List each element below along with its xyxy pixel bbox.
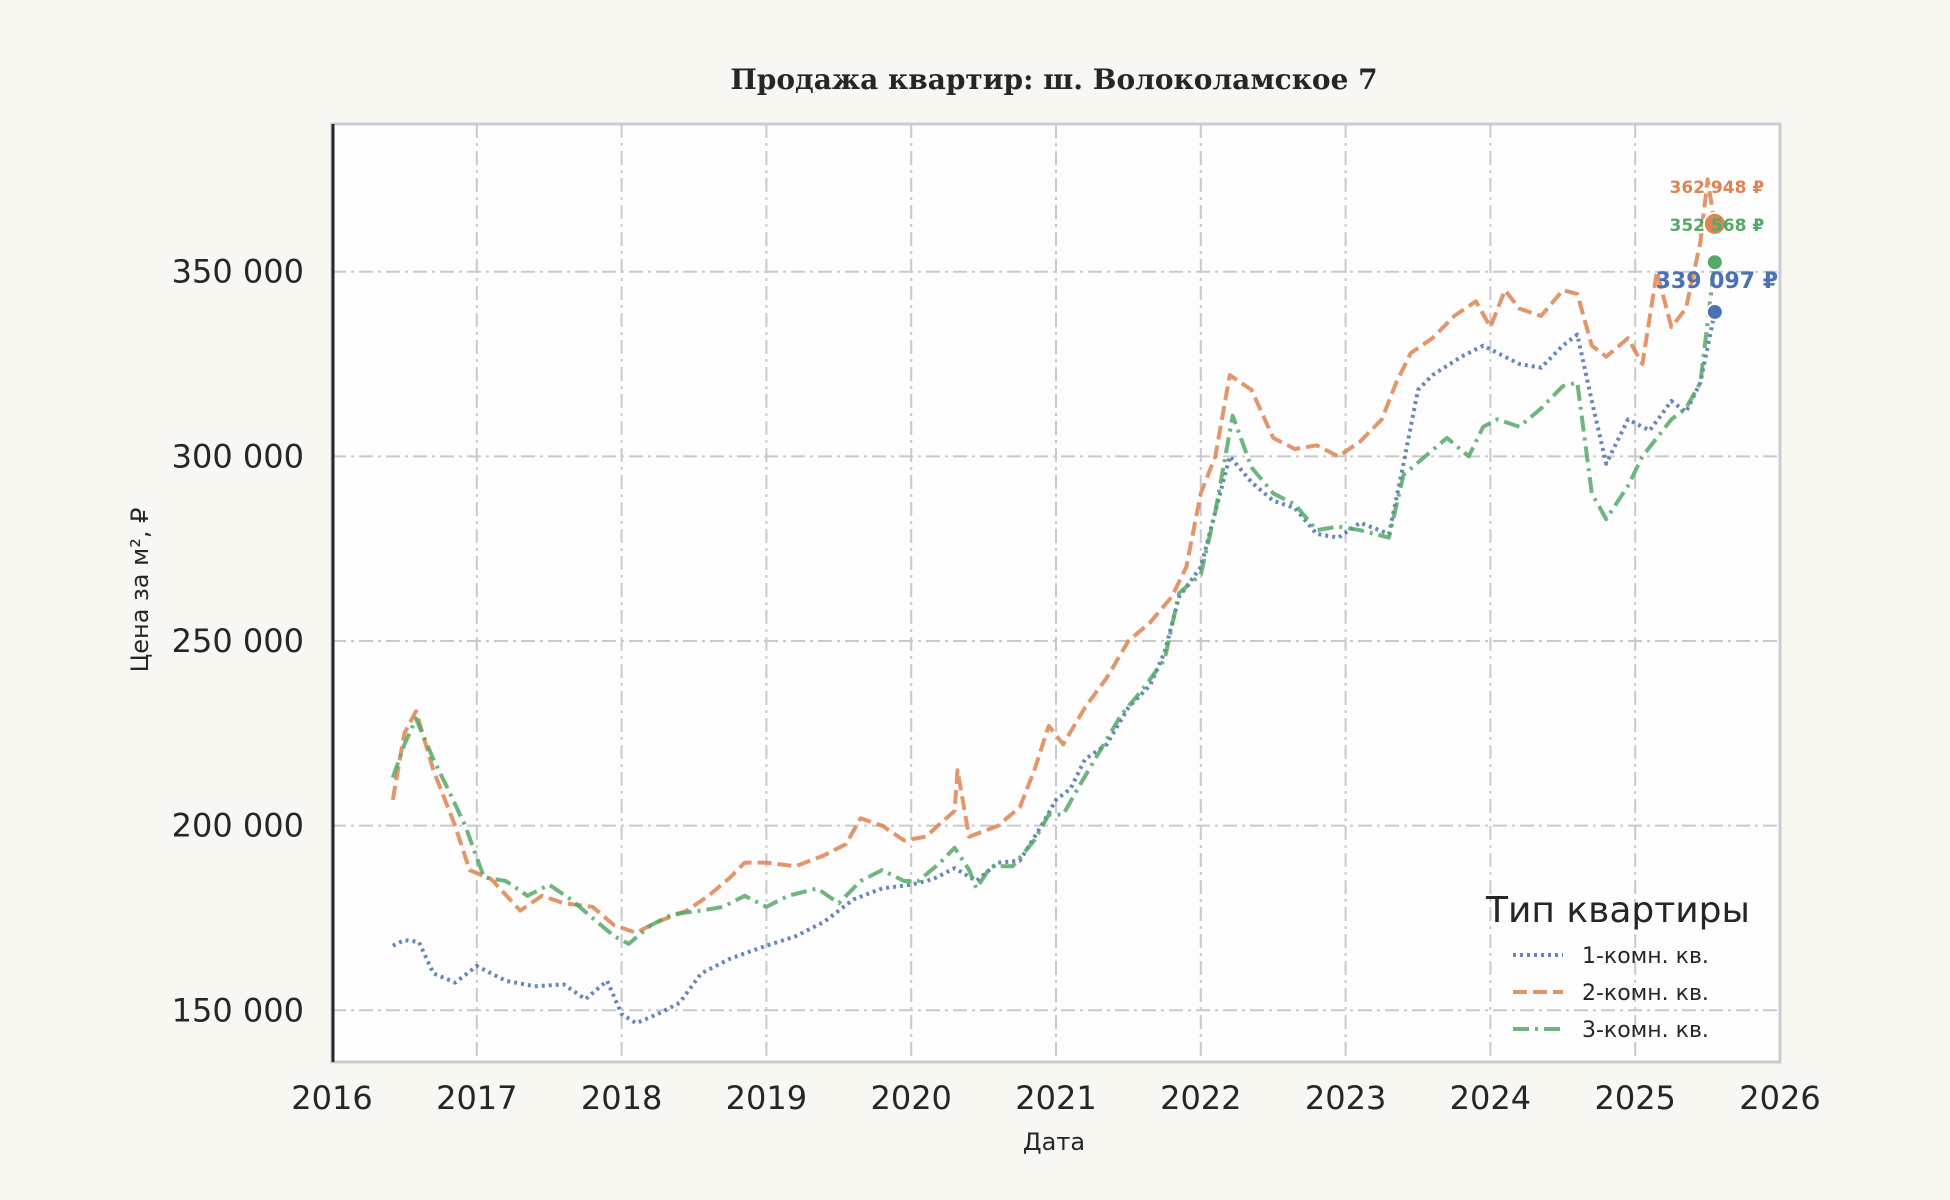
legend-entry-2: 2-комн. кв. bbox=[1582, 981, 1709, 1006]
y-tick-label: 150 000 bbox=[172, 991, 304, 1029]
y-tick-label: 350 000 bbox=[172, 253, 304, 291]
series-line-2 bbox=[390, 177, 1717, 935]
endpoint-value-label-1: 339 097 ₽ bbox=[1656, 269, 1778, 294]
y-tick-label: 200 000 bbox=[172, 807, 304, 845]
x-axis-label: Дата bbox=[1023, 1128, 1085, 1156]
x-tick-label: 2021 bbox=[1015, 1079, 1096, 1117]
series-lines bbox=[390, 177, 1717, 1026]
x-tick-label: 2022 bbox=[1160, 1079, 1241, 1117]
endpoint-marker-1 bbox=[1705, 302, 1724, 321]
tick-labels: 2016 2017 2018 2019 2020 2021 2022 2023 2024 2025… bbox=[172, 253, 1821, 1117]
legend-entry-1: 1-комн. кв. bbox=[1582, 944, 1709, 969]
x-tick-label: 2017 bbox=[436, 1079, 517, 1117]
x-tick-label: 2023 bbox=[1305, 1079, 1386, 1117]
x-tick-label: 2016 bbox=[291, 1079, 372, 1117]
y-tick-label: 250 000 bbox=[172, 622, 304, 660]
x-tick-label: 2020 bbox=[870, 1079, 951, 1117]
endpoint-marker-2 bbox=[1702, 211, 1727, 236]
x-tick-label: 2025 bbox=[1594, 1079, 1675, 1117]
endpoint-marker-3 bbox=[1705, 253, 1724, 272]
series-line-3 bbox=[390, 261, 1717, 946]
endpoint-value-label-2: 362 948 ₽ bbox=[1670, 178, 1765, 198]
x-tick-label: 2018 bbox=[581, 1079, 662, 1117]
endpoint-markers: 339 097 ₽ 362 948 ₽ 352 568 ₽ bbox=[1656, 178, 1778, 321]
chart-title: Продажа квартир: ш. Волоколамское 7 bbox=[730, 63, 1377, 96]
grid bbox=[332, 124, 1780, 1062]
x-tick-label: 2026 bbox=[1739, 1079, 1820, 1117]
y-axis-label: Цена за м², ₽ bbox=[126, 508, 154, 673]
legend-title: Тип квартиры bbox=[1485, 890, 1750, 931]
legend: Тип квартиры 1-комн. кв. 2-комн. кв. 3-ком… bbox=[1485, 890, 1750, 1043]
y-tick-label: 300 000 bbox=[172, 437, 304, 475]
series-line-1 bbox=[391, 311, 1717, 1026]
x-tick-label: 2019 bbox=[726, 1079, 807, 1117]
x-tick-label: 2024 bbox=[1450, 1079, 1531, 1117]
endpoint-value-label-3: 352 568 ₽ bbox=[1670, 216, 1765, 236]
legend-entry-3: 3-комн. кв. bbox=[1582, 1018, 1709, 1043]
